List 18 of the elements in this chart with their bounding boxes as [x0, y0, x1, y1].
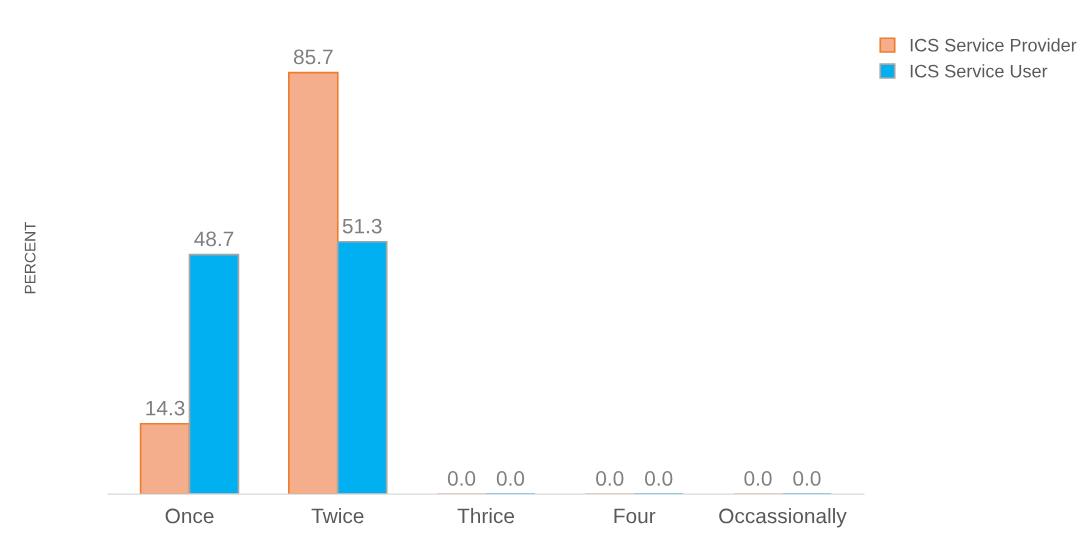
data-label: 0.0	[645, 471, 673, 486]
data-label: 51.3	[342, 218, 382, 234]
x-tick-label: Occassionally	[719, 507, 847, 528]
data-label: 85.7	[293, 49, 333, 65]
y-axis-title: PERCENT	[24, 221, 36, 294]
data-label: 48.7	[194, 231, 234, 247]
data-label: 0.0	[596, 471, 624, 486]
x-tick-label: Twice	[311, 507, 364, 524]
x-tick-label: Once	[165, 508, 214, 524]
x-tick-label: Thrice	[457, 507, 515, 524]
data-label: 0.0	[447, 471, 476, 486]
data-label: 0.0	[744, 471, 772, 486]
data-label: 14.3	[146, 400, 185, 416]
legend-label: ICS Service Provider	[910, 38, 1077, 52]
legend-label: ICS Service User	[910, 64, 1048, 78]
data-label: 0.0	[496, 471, 525, 486]
x-tick-label: Four	[614, 508, 656, 524]
data-label: 0.0	[793, 471, 821, 486]
